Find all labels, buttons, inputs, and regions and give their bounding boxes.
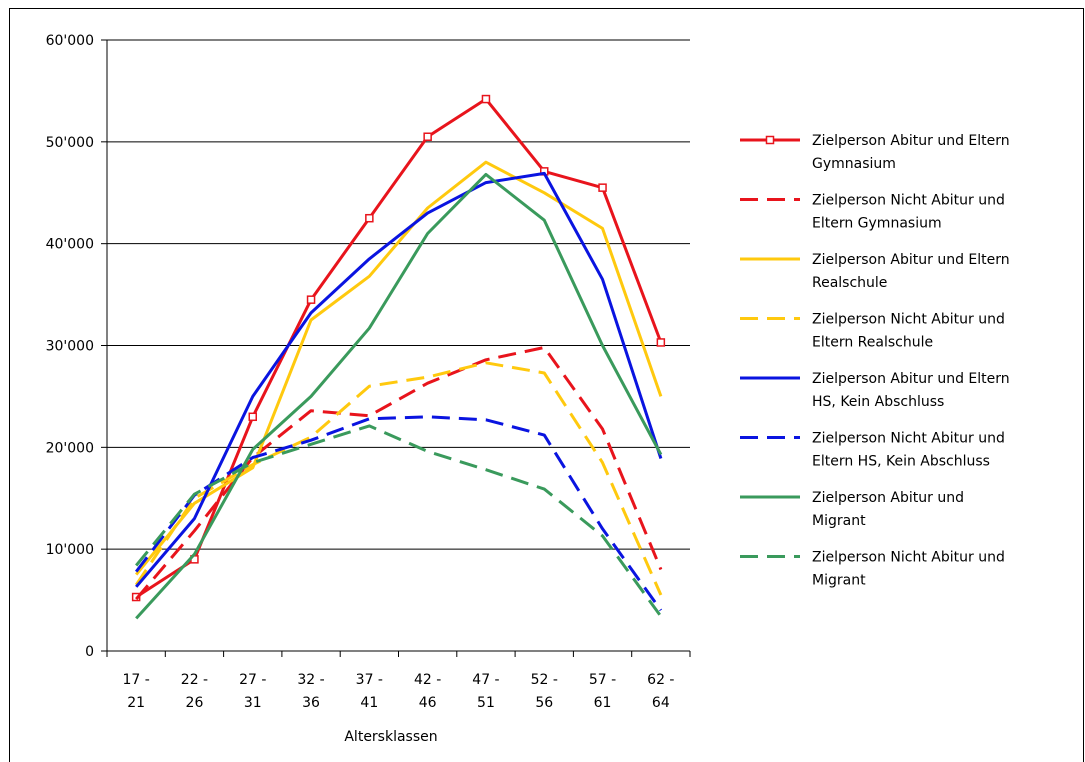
y-tick-label: 40'000 [46,237,94,253]
data-point [481,94,491,104]
series-line [135,160,663,576]
legend-label: Zielperson Nicht Abitur und Eltern Realsc… [812,312,1005,351]
series-line [135,415,663,612]
series-line [135,424,663,618]
x-tick-label: 32 -36 [297,672,324,711]
chart-frame [9,8,1084,762]
x-tick-label: 57 -61 [589,672,616,711]
x-tick-label: 62 -64 [647,672,674,711]
series-line [134,361,663,596]
legend-label: Zielperson Nicht Abitur und Migrant [812,550,1005,589]
x-tick-label: 22 -26 [181,672,208,711]
x-tick-label: 52 -56 [531,672,558,711]
data-point [365,213,374,223]
x-tick-label: 47 -51 [472,672,499,711]
legend: Zielperson Abitur und Eltern Gymnasium Zie… [740,133,1010,589]
data-point [306,295,316,304]
data-point [598,183,607,192]
data-point [423,132,432,141]
x-tick-label: 42 -46 [414,672,441,711]
y-tick-label: 30'000 [46,339,94,355]
x-axis-title: Altersklassen [344,729,437,745]
series-line [135,171,663,588]
legend-label: Zielperson Nicht Abitur und Eltern Gymnas… [812,193,1005,232]
legend-marker [765,135,775,145]
series-line [135,97,663,599]
series-line [135,346,663,601]
y-tick-label: 10'000 [46,542,94,558]
y-tick-label: 0 [85,644,94,660]
data-point [656,338,666,347]
x-tick-label: 27 -31 [239,672,266,711]
x-tick-label: 17 -21 [122,672,149,711]
series-lines [131,94,666,620]
y-tick-label: 50'000 [46,135,94,151]
y-tick-label: 20'000 [46,440,94,456]
x-tick-label: 37 -41 [356,672,383,711]
data-point [248,412,257,422]
series-line [135,172,663,620]
legend-label: Zielperson Abitur und Eltern Gymnasium [812,133,1010,172]
legend-label: Zielperson Nicht Abitur und Eltern HS, Ke… [812,431,1005,470]
y-tick-label: 60'000 [46,33,94,49]
legend-label: Zielperson Abitur und Eltern Realschule [812,252,1010,291]
y-axis: 0 10'000 20'000 30'000 40'000 50'000 60'000 [46,33,108,660]
legend-label: Zielperson Abitur und Eltern HS, Kein Abs… [812,371,1010,410]
x-axis: 17 -21 22 -26 27 -31 32 -36 37 -41 42 -46 47 -… [101,650,691,711]
gridlines [107,39,690,550]
legend-label: Zielperson Abitur und Migrant [812,490,964,529]
